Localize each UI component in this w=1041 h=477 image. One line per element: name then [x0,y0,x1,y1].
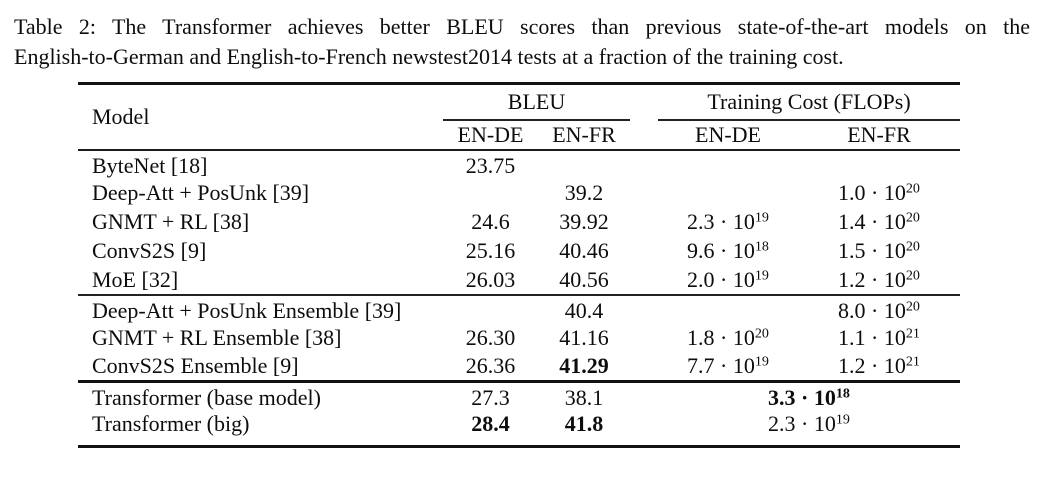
table-row: Transformer (big) 28.4 41.8 2.3 · 1019 [78,411,960,447]
gap-cell [630,266,658,295]
model-cell: ByteNet [18] [92,152,208,178]
col-header-model: Model [92,103,150,129]
table-row: MoE [32] 26.03 40.56 2.0 · 1019 1.2 · 10… [78,266,960,295]
model-cell: Transformer (base model) [92,385,321,410]
gap-cell [630,324,658,353]
model-cell: GNMT + RL Ensemble [38] [92,325,342,350]
bleu-en-fr-cell: 39.92 [559,209,609,234]
bleu-en-fr-cell: 38.1 [564,385,604,410]
bleu-en-de-cell: 27.3 [471,385,510,410]
header-sub-row: EN-DE EN-FR EN-DE EN-FR [78,120,960,150]
gap-cell [630,208,658,237]
gap-cell [630,411,658,447]
table-caption: Table 2: The Transformer achieves better… [14,12,1030,72]
table-row: Deep-Att + PosUnk [39] 39.2 1.0 · 1020 [78,179,960,208]
header-group-row: Model BLEU Training Cost (FLOPs) [78,83,960,129]
table-caption-line-2: English-to-German and English-to-French … [14,44,844,69]
model-cell: Deep-Att + PosUnk [39] [92,180,310,205]
cost-en-fr-cell: 8.0 · 1020 [838,297,920,323]
table-caption-line-1: Table 2: The Transformer achieves better… [14,14,1030,39]
gap-cell [630,295,658,324]
table-row: Deep-Att + PosUnk Ensemble [39] 40.4 8.0… [78,295,960,324]
bleu-en-de-cell: 23.75 [465,152,516,178]
bleu-en-fr-cell: 40.4 [564,297,604,323]
subheader-bleu-en-fr: EN-FR [552,121,616,147]
ensemble-models-group: Deep-Att + PosUnk Ensemble [39] 40.4 8.0… [78,295,960,382]
bleu-en-fr-cell: 40.56 [559,266,609,292]
gap-cell [630,382,658,412]
bleu-en-fr-cell: 41.29 [559,353,609,379]
table-row: ConvS2S [9] 25.16 40.46 9.6 · 1018 1.5 ·… [78,237,960,266]
group-header-training-cost: Training Cost (FLOPs) [658,83,960,121]
cost-en-de-cell: 2.3 · 1019 [687,209,769,234]
gap-cell [630,150,658,179]
table-row: Transformer (base model) 27.3 38.1 3.3 ·… [78,382,960,412]
cost-combined-cell: 3.3 · 1018 [768,385,850,410]
bleu-en-de-cell: 28.4 [471,411,510,436]
model-cell: Transformer (big) [92,411,250,436]
bleu-en-de-cell: 24.6 [471,209,510,234]
model-cell: Deep-Att + PosUnk Ensemble [39] [92,297,402,323]
gap-cell [630,237,658,266]
bleu-en-de-cell [443,179,538,208]
table-row: GNMT + RL Ensemble [38] 26.30 41.16 1.8 … [78,324,960,353]
bleu-en-fr-cell [538,150,630,179]
results-table-container: Model BLEU Training Cost (FLOPs) EN-DE E… [78,82,1041,448]
subheader-bleu-en-de: EN-DE [457,121,524,147]
cost-en-de-cell: 2.0 · 1019 [687,266,769,292]
header-gap-spacer [630,84,658,150]
cost-en-fr-cell: 1.4 · 1020 [838,209,920,234]
results-table: Model BLEU Training Cost (FLOPs) EN-DE E… [78,82,960,448]
table-row: ConvS2S Ensemble [9] 26.36 41.29 7.7 · 1… [78,353,960,382]
cost-en-de-cell: 9.6 · 1018 [687,238,769,263]
transformer-models-group: Transformer (base model) 27.3 38.1 3.3 ·… [78,382,960,447]
cost-en-fr-cell: 1.0 · 1020 [838,180,920,205]
gap-cell [630,353,658,382]
cost-en-de-cell [658,150,798,179]
bleu-en-fr-cell: 41.8 [564,411,604,436]
cost-en-fr-cell [798,150,960,179]
cost-en-de-cell: 1.8 · 1020 [687,325,769,350]
bleu-en-de-cell: 25.16 [465,238,516,263]
cost-en-fr-cell: 1.5 · 1020 [838,238,920,263]
single-models-group: ByteNet [18] 23.75 Deep-Att + PosUnk [39… [78,150,960,295]
bleu-en-de-cell: 26.30 [465,325,516,350]
table-row: ByteNet [18] 23.75 [78,150,960,179]
bleu-en-de-cell: 26.36 [465,353,516,379]
cost-en-de-cell: 7.7 · 1019 [687,353,769,379]
model-cell: ConvS2S Ensemble [9] [92,353,299,379]
cost-en-de-cell [658,179,798,208]
bleu-en-de-cell: 26.03 [465,266,516,292]
cost-en-fr-cell: 1.1 · 1021 [838,325,920,350]
model-cell: MoE [32] [92,266,179,292]
cost-en-fr-cell: 1.2 · 1021 [838,353,920,379]
subheader-cost-en-de: EN-DE [695,121,761,147]
cost-combined-cell: 2.3 · 1019 [768,411,850,436]
subheader-cost-en-fr: EN-FR [847,121,911,147]
model-cell: GNMT + RL [38] [92,209,250,234]
group-header-bleu: BLEU [443,83,630,121]
cost-en-de-cell [658,295,798,324]
table-header: Model BLEU Training Cost (FLOPs) EN-DE E… [78,83,960,150]
bleu-en-fr-cell: 41.16 [559,325,609,350]
gap-cell [630,179,658,208]
bleu-en-fr-cell: 39.2 [564,180,604,205]
model-cell: ConvS2S [9] [92,238,207,263]
bleu-en-de-cell [443,295,538,324]
bleu-en-fr-cell: 40.46 [559,238,609,263]
cost-en-fr-cell: 1.2 · 1020 [838,266,920,292]
table-row: GNMT + RL [38] 24.6 39.92 2.3 · 1019 1.4… [78,208,960,237]
